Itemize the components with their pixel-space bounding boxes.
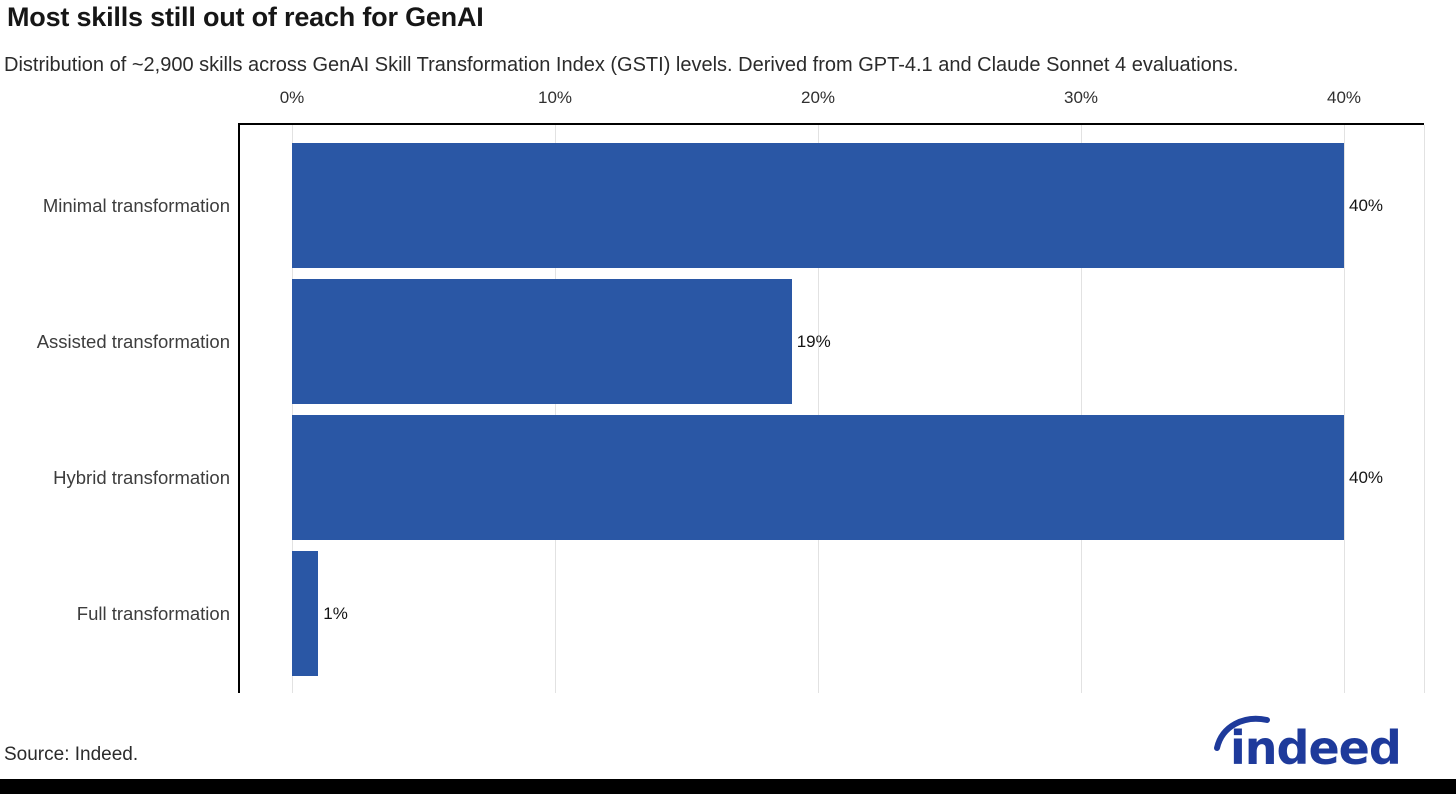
x-tick-label: 30% <box>1063 88 1099 107</box>
gridline <box>818 125 819 693</box>
category-label: Minimal transformation <box>42 194 230 216</box>
indeed-logo-text: indeed <box>1230 721 1401 772</box>
category-label: Full transformation <box>76 602 230 624</box>
bar-value-label: 40% <box>1349 467 1384 487</box>
indeed-logo-arc-icon <box>1214 715 1270 751</box>
gridline <box>292 125 293 693</box>
x-axis-line <box>238 123 1424 125</box>
bar-value-label: 19% <box>796 331 831 351</box>
x-tick-label: 20% <box>800 88 836 107</box>
x-tick-label: 0% <box>279 88 305 107</box>
gridline <box>555 125 556 693</box>
bar <box>292 415 1344 540</box>
bar-value-label: 1% <box>323 603 348 623</box>
gridline <box>1081 125 1082 693</box>
chart-title: Most skills still out of reach for GenAI <box>7 2 484 32</box>
source-note: Source: Indeed. <box>4 744 139 765</box>
y-axis-line <box>238 123 240 693</box>
chart-subtitle: Distribution of ~2,900 skills across Gen… <box>4 54 1239 76</box>
bar-value-label: 40% <box>1349 195 1384 215</box>
gridline <box>1424 125 1425 693</box>
bar <box>292 143 1344 268</box>
category-label: Assisted transformation <box>36 330 230 352</box>
bar <box>292 279 792 404</box>
category-label: Hybrid transformation <box>53 466 230 488</box>
x-tick-label: 40% <box>1326 88 1362 107</box>
bottom-strip <box>0 779 1456 794</box>
x-tick-label: 10% <box>537 88 573 107</box>
gridline <box>1344 125 1345 693</box>
indeed-logo: indeed <box>1210 712 1415 777</box>
bar <box>292 551 319 676</box>
